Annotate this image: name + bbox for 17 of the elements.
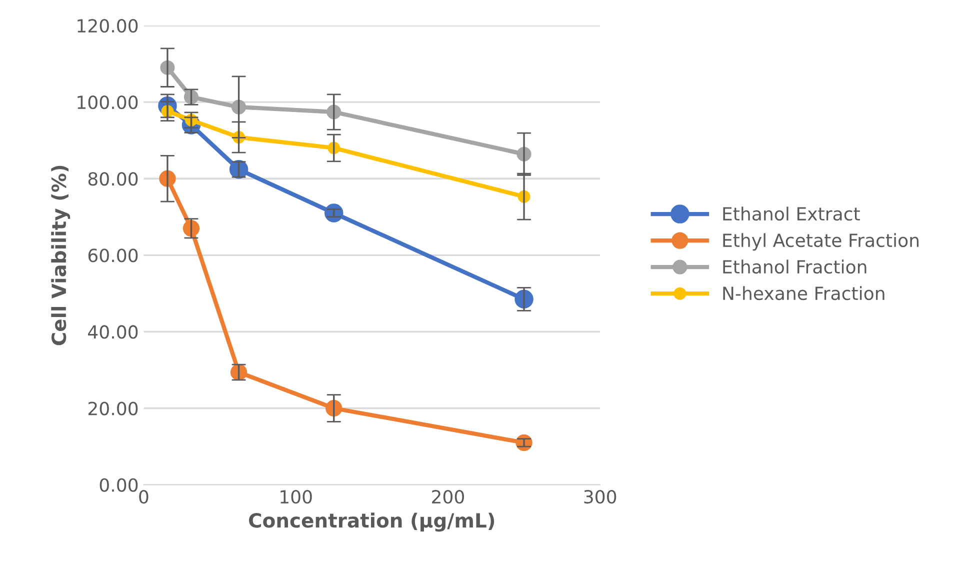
y-tick-label: 0.00 bbox=[100, 478, 138, 492]
legend-label: N-hexane Fraction bbox=[723, 286, 884, 300]
x-tick-label: 200 bbox=[432, 490, 464, 504]
y-tick-label: 80.00 bbox=[88, 172, 138, 186]
legend-label: Ethyl Acetate Fraction bbox=[723, 233, 919, 251]
y-tick-label: 40.00 bbox=[88, 325, 138, 339]
x-axis-title: Concentration (µg/mL) bbox=[249, 512, 494, 532]
legend-label: Ethanol Fraction bbox=[723, 260, 866, 274]
y-axis-title: Cell Viability (%) bbox=[51, 166, 70, 346]
y-tick-label: 120.00 bbox=[78, 18, 138, 33]
legend-label: Ethanol Extract bbox=[723, 206, 860, 221]
y-tick-label: 60.00 bbox=[88, 248, 138, 262]
x-tick-label: 100 bbox=[280, 490, 312, 504]
x-tick-label: 300 bbox=[584, 490, 616, 504]
y-tick-label: 20.00 bbox=[88, 402, 138, 416]
y-tick-label: 100.00 bbox=[78, 96, 138, 110]
x-tick-label: 0 bbox=[139, 490, 148, 504]
